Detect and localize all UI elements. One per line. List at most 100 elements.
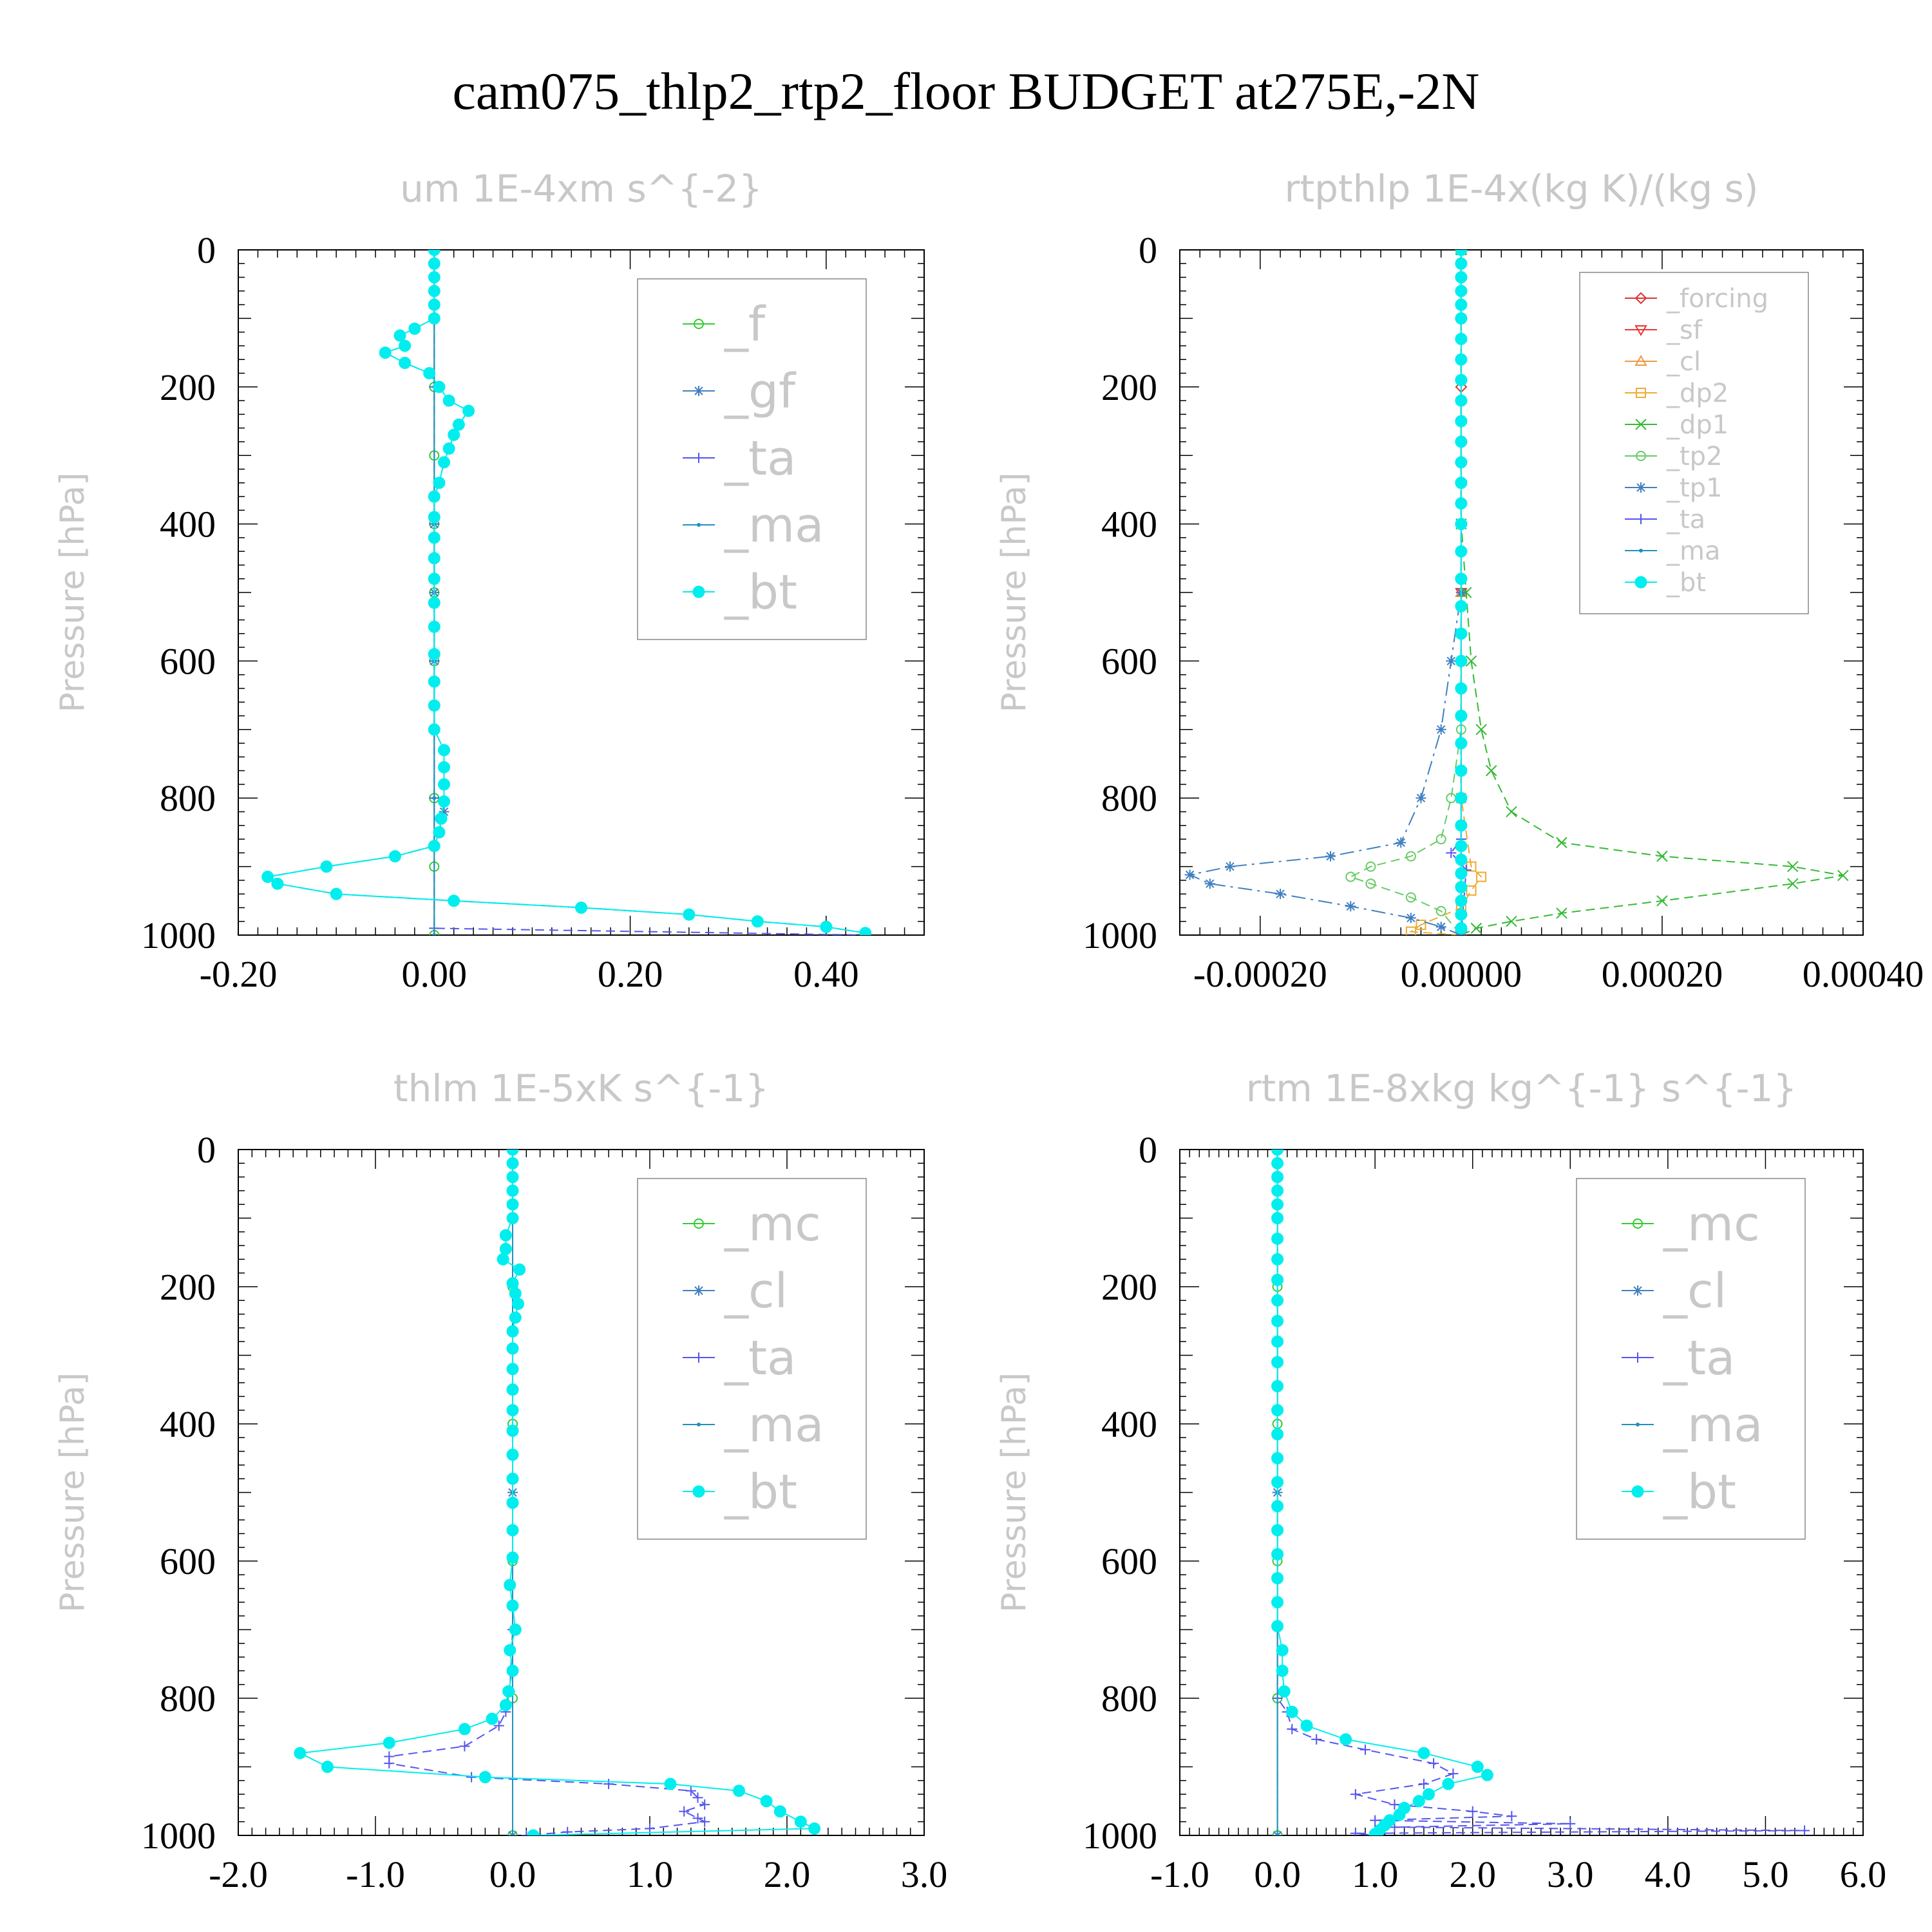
legend-label: _dp1 — [1666, 410, 1728, 440]
series-bt — [261, 250, 872, 935]
data-point — [1405, 913, 1416, 923]
data-point — [438, 744, 450, 757]
panel-3: thlm 1E-5xK s^{-1} Pressure [hPa] 0 200 400 6… — [53, 1066, 947, 1895]
data-point — [1359, 1744, 1370, 1755]
data-point — [384, 1758, 395, 1769]
series-tp1 — [1184, 250, 1466, 935]
data-point — [699, 1816, 710, 1827]
data-point — [442, 442, 455, 455]
legend-label: _tp2 — [1666, 442, 1723, 471]
data-point — [1455, 312, 1468, 325]
data-point — [321, 1761, 334, 1773]
data-point — [506, 1184, 519, 1197]
data-point — [1365, 878, 1376, 889]
legend-item-bt: _bt — [683, 565, 797, 620]
data-point — [1271, 1476, 1284, 1489]
data-point — [506, 1277, 519, 1290]
x-tick-label: 1.0 — [1352, 1853, 1399, 1895]
data-point — [486, 1712, 498, 1725]
y-tick-label: 600 — [160, 640, 216, 682]
legend-item-forcing: _forcing — [1625, 284, 1768, 314]
data-point — [261, 871, 274, 884]
legend-marker — [694, 453, 704, 463]
legend-label: _mc — [1663, 1197, 1760, 1252]
legend-marker — [697, 1423, 701, 1426]
panel-2: rtpthlp 1E-4x(kg K)/(kg s) Pressure [hPa]… — [995, 167, 1924, 995]
data-point — [1271, 1620, 1284, 1633]
legend-marker — [1635, 419, 1647, 430]
data-point — [1271, 1157, 1284, 1170]
data-point — [504, 1578, 516, 1591]
y-tick-label: 800 — [1101, 1678, 1157, 1719]
data-point — [512, 1298, 525, 1311]
legend-item-dp1: _dp1 — [1625, 410, 1728, 440]
data-point — [433, 381, 446, 393]
data-point — [379, 346, 392, 359]
data-point — [1340, 1733, 1352, 1746]
data-point — [1435, 905, 1446, 916]
legend-label: _tp1 — [1666, 473, 1723, 503]
data-point — [1405, 926, 1416, 935]
data-point — [1271, 1198, 1284, 1211]
x-tick-label: 0.00040 — [1803, 953, 1924, 995]
data-point — [320, 860, 333, 873]
data-point — [1506, 806, 1517, 818]
legend-item-tp1: _tp1 — [1625, 473, 1723, 503]
panel-title: rtpthlp 1E-4x(kg K)/(kg s) — [1285, 167, 1759, 211]
data-point — [428, 257, 440, 270]
data-point — [497, 1253, 509, 1265]
data-point — [1204, 878, 1215, 889]
data-point — [428, 840, 440, 853]
data-point — [428, 723, 440, 736]
data-point — [1481, 1768, 1493, 1781]
legend-item-ta: _ta — [683, 1331, 796, 1386]
data-point — [428, 552, 440, 565]
data-point — [760, 1795, 773, 1808]
legend-label: _gf — [724, 364, 797, 419]
data-point — [428, 648, 440, 661]
data-point — [428, 312, 440, 325]
series-bt — [1455, 250, 1468, 934]
legend-label: _f — [724, 297, 766, 352]
x-tick-label: 0.00000 — [1401, 953, 1522, 995]
plot-area — [1184, 250, 1849, 935]
data-point — [1506, 1811, 1517, 1822]
legend-box — [637, 1178, 867, 1540]
data-point — [506, 1425, 519, 1437]
data-point — [506, 1150, 519, 1156]
x-tick-label: -0.20 — [200, 953, 278, 995]
legend-marker — [692, 585, 705, 598]
legend-item-cl: _cl — [1625, 347, 1701, 377]
data-point — [692, 1792, 703, 1803]
data-point — [732, 1785, 745, 1797]
data-point — [442, 394, 455, 407]
data-point — [1271, 1524, 1284, 1537]
data-point — [513, 1263, 526, 1276]
data-point — [438, 795, 450, 808]
legend-item-ta: _ta — [683, 431, 796, 486]
data-point — [506, 1496, 519, 1509]
legend-item-ma: _ma — [1625, 536, 1720, 566]
y-axis-label: Pressure [hPa] — [53, 1372, 92, 1613]
data-point — [1455, 908, 1468, 921]
legend-item-mc: _mc — [683, 1197, 821, 1252]
data-point — [1271, 1404, 1284, 1417]
y-axis-label: Pressure [hPa] — [995, 473, 1034, 713]
data-point — [1565, 1818, 1576, 1829]
legend-marker — [1633, 1285, 1643, 1296]
data-point — [1271, 1356, 1284, 1368]
y-tick-label: 1000 — [141, 1815, 216, 1857]
data-point — [1455, 518, 1468, 531]
legend-label: _forcing — [1666, 284, 1768, 314]
data-point — [1405, 892, 1416, 903]
data-point — [575, 901, 587, 914]
data-point — [1396, 837, 1406, 848]
data-point — [448, 895, 460, 907]
data-point — [1837, 869, 1849, 882]
data-point — [1455, 332, 1468, 345]
legend-box — [1576, 1178, 1806, 1540]
data-point — [499, 1242, 512, 1255]
data-point — [527, 1829, 540, 1835]
data-point — [1368, 1828, 1381, 1835]
data-point — [1435, 834, 1446, 845]
